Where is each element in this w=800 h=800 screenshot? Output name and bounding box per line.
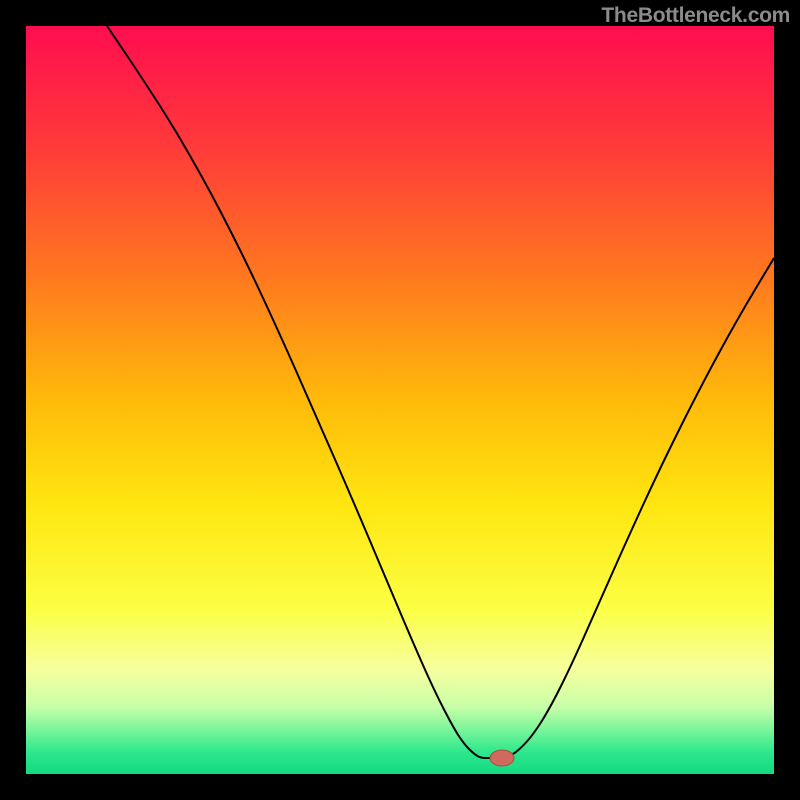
chart-canvas xyxy=(26,26,774,774)
gradient-background xyxy=(26,26,774,774)
optimum-marker xyxy=(490,750,514,766)
bottleneck-chart xyxy=(26,26,774,774)
watermark-text: TheBottleneck.com xyxy=(601,4,790,28)
chart-frame: TheBottleneck.com xyxy=(0,0,800,800)
